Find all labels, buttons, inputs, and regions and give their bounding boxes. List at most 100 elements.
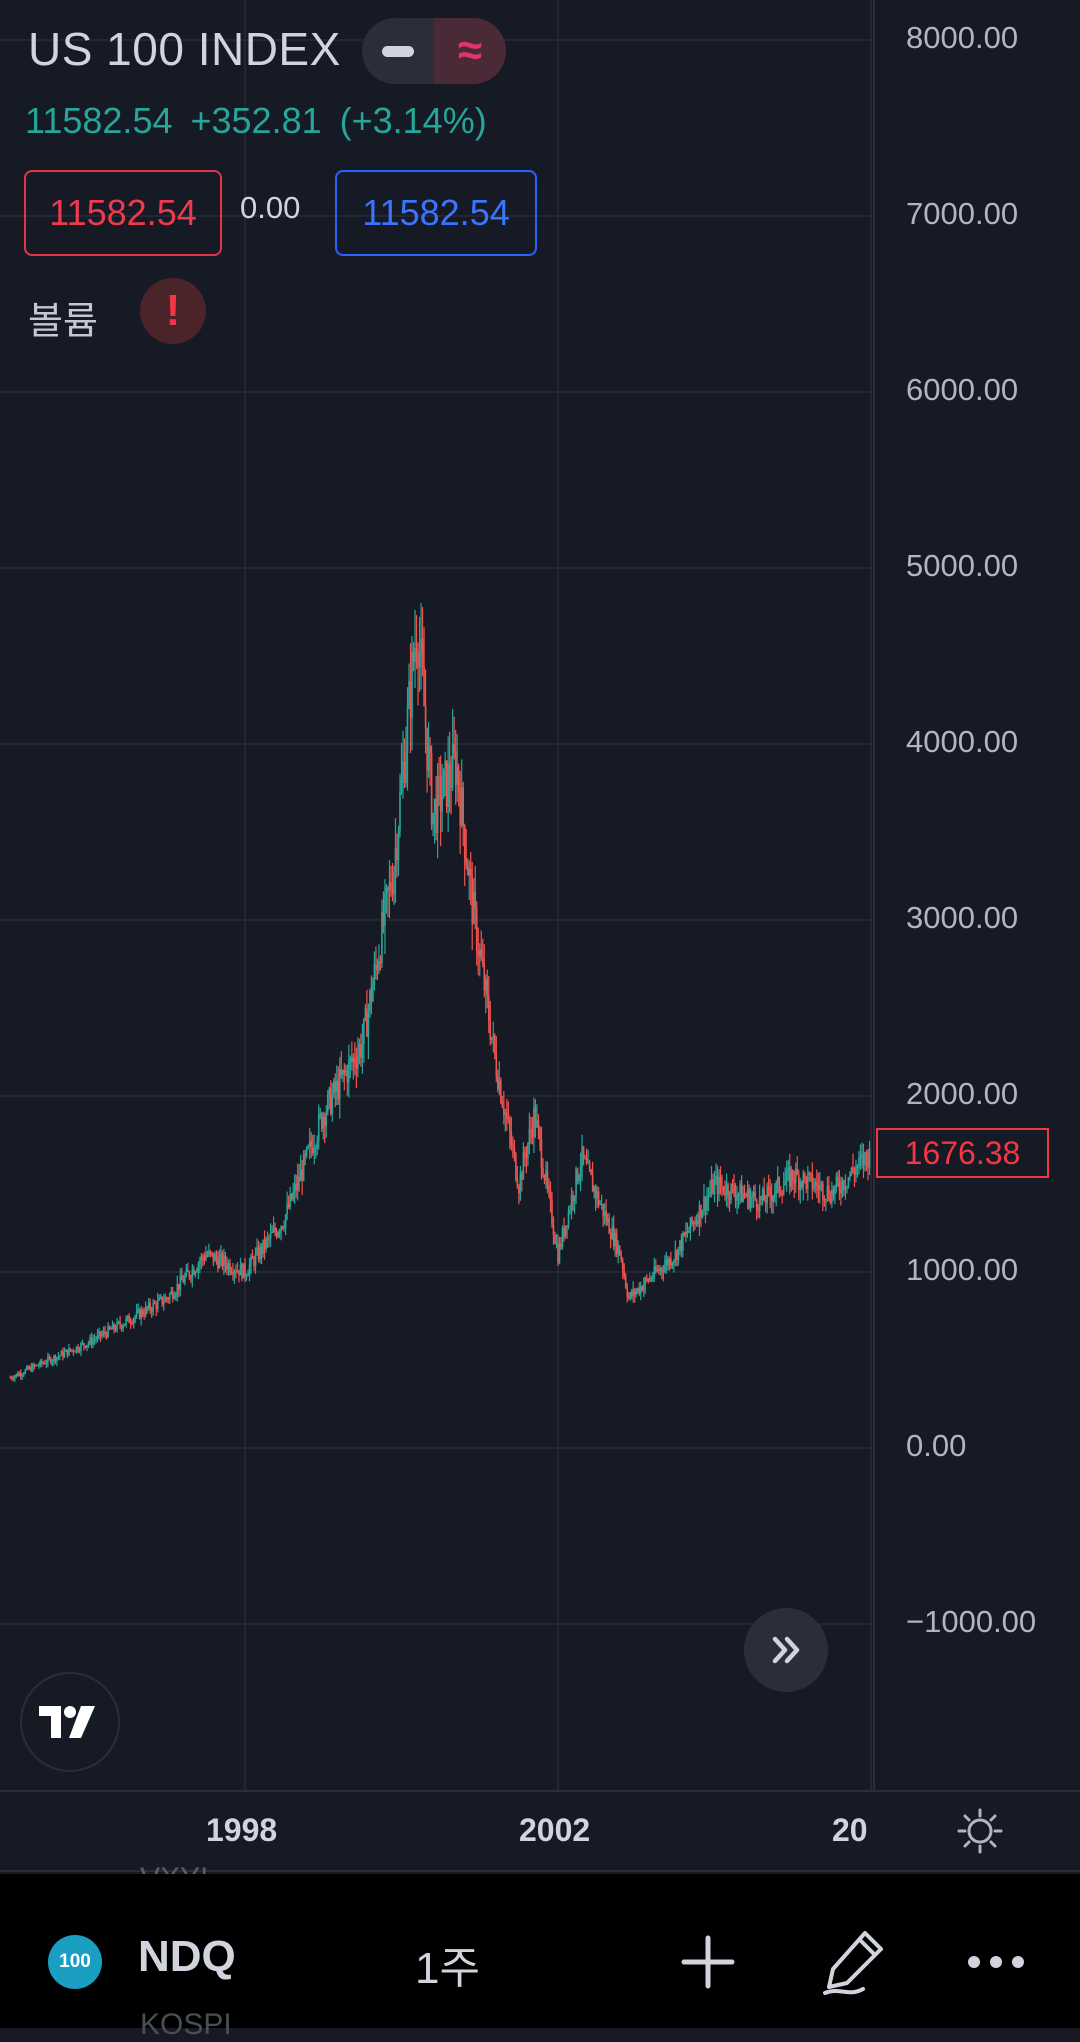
candle <box>810 1172 812 1183</box>
sell-button[interactable]: 11582.54 <box>24 170 222 256</box>
price-axis-label: 1000.00 <box>906 1252 1019 1287</box>
candle <box>29 1365 31 1371</box>
candle <box>346 1064 349 1096</box>
candle <box>585 1148 588 1166</box>
candle <box>618 1244 621 1257</box>
candle <box>206 1250 209 1258</box>
candle <box>47 1352 49 1368</box>
candle <box>77 1344 79 1353</box>
price-change: +352.81 <box>190 100 322 141</box>
candle <box>614 1228 616 1257</box>
candle <box>799 1177 802 1204</box>
candle <box>578 1173 580 1185</box>
candle <box>339 1057 341 1119</box>
add-button[interactable] <box>668 1922 748 2002</box>
candle <box>701 1209 704 1219</box>
candle <box>132 1317 135 1329</box>
price-chart[interactable] <box>0 0 1080 1790</box>
candle <box>519 1165 522 1201</box>
candle <box>503 1091 505 1125</box>
line-minus-icon[interactable] <box>362 18 434 84</box>
approx-icon[interactable]: ≈ <box>434 18 506 84</box>
candle <box>697 1212 699 1228</box>
candle <box>152 1298 155 1316</box>
candle <box>670 1251 672 1270</box>
interval-button[interactable]: 1주 <box>415 1944 480 1993</box>
candle <box>868 1140 871 1175</box>
bottom-toolbar <box>0 1874 1080 2028</box>
candle <box>796 1156 799 1176</box>
symbol-search-button[interactable]: NDQ <box>138 1932 236 1981</box>
candle <box>239 1257 242 1276</box>
settings-gear-icon[interactable] <box>955 1806 1005 1856</box>
tradingview-logo-icon[interactable] <box>20 1672 120 1772</box>
chart-area[interactable]: US 100 INDEX ≈ 11582.54 +352.81 (+3.14%) 1… <box>0 0 1080 1790</box>
time-axis[interactable]: 1998 2002 20 <box>0 1790 1080 1872</box>
candle <box>530 1116 532 1145</box>
candle <box>101 1330 103 1339</box>
candle <box>323 1112 326 1144</box>
candle <box>740 1175 743 1203</box>
candle <box>772 1195 774 1214</box>
candle <box>36 1364 39 1366</box>
candle <box>442 768 445 799</box>
candle <box>745 1192 747 1198</box>
candle <box>840 1176 842 1206</box>
chart-style-toggle[interactable]: ≈ <box>362 18 506 84</box>
candle <box>805 1175 808 1194</box>
candle <box>630 1288 633 1300</box>
candle <box>251 1249 254 1260</box>
candle <box>852 1153 854 1174</box>
candle <box>838 1169 841 1201</box>
more-button[interactable] <box>956 1922 1036 2002</box>
candle <box>862 1143 865 1179</box>
candle <box>596 1185 598 1208</box>
candle <box>221 1250 224 1271</box>
candle <box>348 1044 350 1098</box>
candle <box>867 1148 869 1181</box>
candle <box>393 865 395 906</box>
candle <box>366 989 368 1038</box>
double-chevron-right-icon <box>772 1636 800 1664</box>
candle <box>761 1186 764 1206</box>
candle <box>182 1274 185 1284</box>
candle <box>731 1178 734 1194</box>
candle <box>450 756 452 815</box>
candle <box>676 1249 678 1267</box>
instrument-title[interactable]: US 100 INDEX <box>28 23 341 75</box>
candle <box>655 1259 657 1275</box>
candle <box>642 1277 645 1297</box>
drawing-tools-button[interactable] <box>814 1922 894 2002</box>
candle <box>790 1165 793 1192</box>
candle <box>435 775 437 841</box>
candle <box>656 1265 659 1273</box>
candle <box>484 974 487 1014</box>
candle <box>263 1230 266 1260</box>
candle <box>59 1354 61 1361</box>
candle <box>813 1177 815 1192</box>
candle <box>162 1294 165 1311</box>
scroll-to-realtime-button[interactable] <box>744 1608 828 1692</box>
candle <box>75 1346 78 1354</box>
candle <box>826 1176 829 1203</box>
candle <box>128 1313 130 1323</box>
candle <box>281 1225 284 1230</box>
candle <box>855 1159 857 1183</box>
candle <box>218 1249 221 1269</box>
candle <box>295 1174 297 1199</box>
candle <box>436 763 439 859</box>
candle <box>510 1116 513 1151</box>
buy-button[interactable]: 11582.54 <box>335 170 537 256</box>
candle <box>481 938 484 968</box>
symbol-badge-icon[interactable]: 100 <box>48 1935 102 1989</box>
volume-label[interactable]: 볼륨 <box>28 301 98 343</box>
candle <box>42 1361 45 1365</box>
candle <box>555 1233 558 1249</box>
candle <box>606 1213 609 1226</box>
candle <box>457 763 460 807</box>
candle <box>211 1251 213 1257</box>
candle <box>739 1180 741 1205</box>
candle <box>638 1282 641 1297</box>
candle <box>513 1139 516 1162</box>
warning-icon[interactable]: ! <box>140 278 206 344</box>
